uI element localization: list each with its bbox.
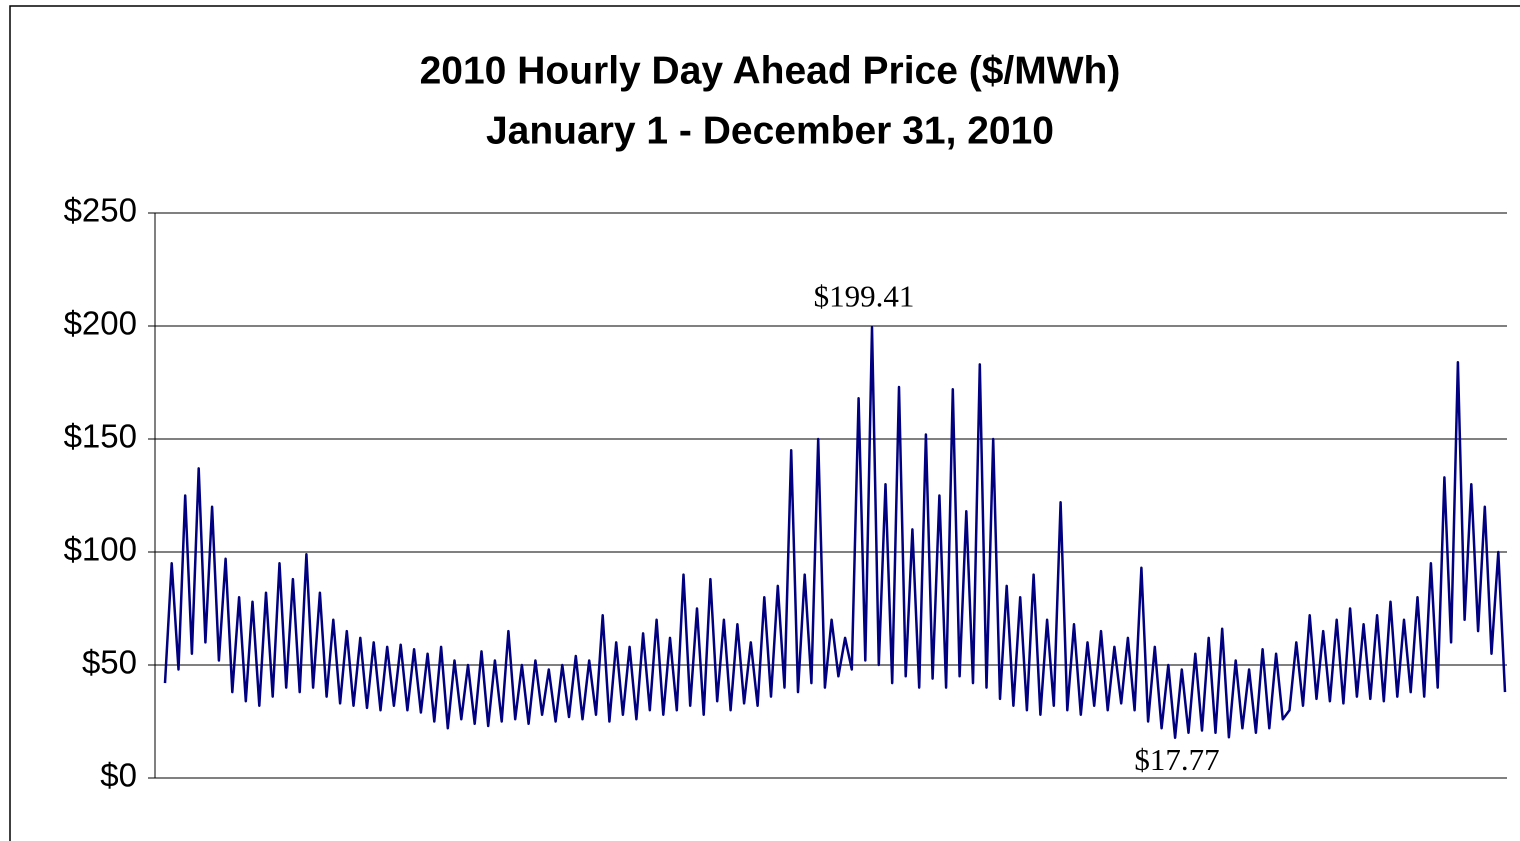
chart-subtitle: January 1 - December 31, 2010	[486, 109, 1054, 152]
chart-title: 2010 Hourly Day Ahead Price ($/MWh)	[420, 49, 1121, 92]
y-tick-label: $150	[64, 418, 137, 455]
y-tick-label: $50	[82, 644, 137, 681]
y-tick-label: $100	[64, 531, 137, 568]
annotation: $17.77	[1134, 742, 1219, 777]
price-line	[163, 326, 1507, 740]
y-tick-label: $0	[100, 757, 137, 794]
y-tick-label: $250	[64, 192, 137, 229]
annotation: $199.41	[814, 278, 915, 313]
y-tick-label: $200	[64, 305, 137, 342]
chart-frame	[9, 5, 1520, 841]
